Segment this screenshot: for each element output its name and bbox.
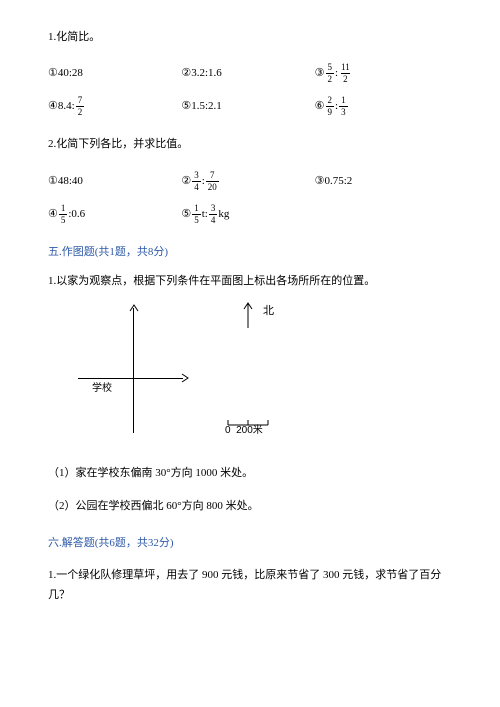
- q1-item-6: ⑥ 29 : 13: [315, 96, 448, 117]
- school-label: 学校: [92, 382, 112, 396]
- fraction: 15: [59, 204, 68, 225]
- y-axis-arrow-icon: [129, 304, 139, 312]
- section-5-header: 五.作图题(共1题，共8分): [48, 245, 452, 260]
- q1-row-1: ① 40:28 ② 3.2:1.6 ③ 52 : 112: [48, 63, 452, 84]
- x-axis-arrow-icon: [181, 373, 189, 383]
- q1-item-5: ⑤ 1.5:2.1: [181, 96, 314, 117]
- fraction: 29: [326, 96, 335, 117]
- q2-row-1: ① 48:40 ② 34 : 720 ③ 0.75:2: [48, 171, 452, 192]
- marker: ③: [315, 66, 325, 81]
- marker: ①: [48, 66, 58, 81]
- fraction: 13: [339, 96, 348, 117]
- sec5-sub1: （1）家在学校东偏南 30°方向 1000 米处。: [48, 466, 452, 481]
- north-arrow-icon: [243, 300, 253, 328]
- fraction: 34: [209, 204, 218, 225]
- colon: :: [335, 66, 338, 81]
- marker: ②: [181, 66, 191, 81]
- expr: 48:40: [58, 174, 83, 189]
- suffix: kg: [218, 207, 229, 222]
- expr: 1.5:2.1: [191, 99, 222, 114]
- marker: ②: [181, 174, 191, 189]
- prefix: 8.4:: [58, 99, 75, 114]
- colon: :: [335, 99, 338, 114]
- q1-item-2: ② 3.2:1.6: [181, 63, 314, 84]
- question-2: 2.化简下列各比，并求比值。 ① 48:40 ② 34 : 720 ③ 0.75…: [48, 137, 452, 224]
- marker: ④: [48, 207, 58, 222]
- sec5-prompt: 1.以家为观察点，根据下列条件在平面图上标出各场所所在的位置。: [48, 274, 452, 289]
- question-1-title: 1.化简比。: [48, 30, 452, 45]
- sec5-sub2: （2）公园在学校西偏北 60°方向 800 米处。: [48, 499, 452, 514]
- marker: ④: [48, 99, 58, 114]
- q1-row-2: ④ 8.4: 72 ⑤ 1.5:2.1 ⑥ 29 : 13: [48, 96, 452, 117]
- marker: ⑤: [181, 207, 191, 222]
- plane-diagram: 北 学校 0 200米: [48, 298, 348, 448]
- q2-item-3: ③ 0.75:2: [315, 171, 448, 192]
- q2-item-1: ① 48:40: [48, 171, 181, 192]
- fraction: 15: [192, 204, 201, 225]
- fraction: 720: [206, 171, 219, 192]
- suffix: :0.6: [68, 207, 85, 222]
- sec6-q1: 1.一个绿化队修理草坪，用去了 900 元钱，比原来节省了 300 元钱，求节省…: [48, 566, 452, 606]
- expr: 0.75:2: [325, 174, 353, 189]
- x-axis: [78, 378, 183, 379]
- q2-row-2: ④ 15 :0.6 ⑤ 15 t: 34 kg: [48, 204, 452, 225]
- q1-item-4: ④ 8.4: 72: [48, 96, 181, 117]
- question-2-title: 2.化简下列各比，并求比值。: [48, 137, 452, 152]
- scale-hi: 200米: [236, 425, 263, 436]
- fraction: 34: [192, 171, 201, 192]
- q1-item-1: ① 40:28: [48, 63, 181, 84]
- mid: t:: [202, 207, 208, 222]
- q2-item-4: ④ 15 :0.6: [48, 204, 181, 225]
- fraction: 72: [76, 96, 85, 117]
- marker: ①: [48, 174, 58, 189]
- north-label: 北: [263, 304, 274, 319]
- q2-item-5: ⑤ 15 t: 34 kg: [181, 204, 314, 225]
- scale-text: 0 200米: [225, 424, 263, 438]
- expr: 3.2:1.6: [191, 66, 222, 81]
- marker: ③: [315, 174, 325, 189]
- question-1: 1.化简比。 ① 40:28 ② 3.2:1.6 ③ 52 : 112 ④ 8.…: [48, 30, 452, 117]
- section-6-header: 六.解答题(共6题，共32分): [48, 536, 452, 551]
- q1-item-3: ③ 52 : 112: [315, 63, 448, 84]
- y-axis: [133, 308, 134, 433]
- marker: ⑥: [315, 99, 325, 114]
- marker: ⑤: [181, 99, 191, 114]
- expr: 40:28: [58, 66, 83, 81]
- fraction: 52: [326, 63, 335, 84]
- scale-lo: 0: [225, 425, 231, 436]
- q2-item-2: ② 34 : 720: [181, 171, 314, 192]
- colon: :: [202, 174, 205, 189]
- fraction: 112: [339, 63, 352, 84]
